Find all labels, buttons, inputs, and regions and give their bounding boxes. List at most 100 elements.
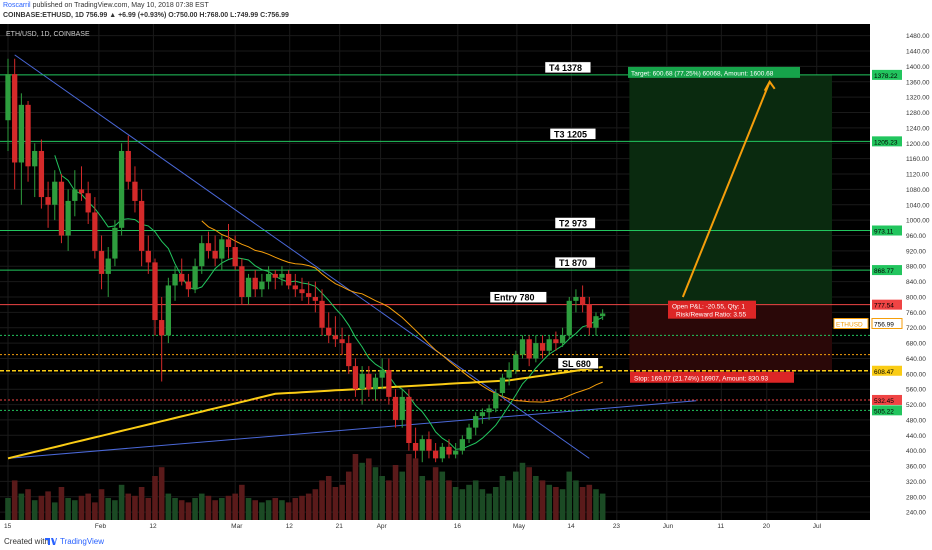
volume-bar bbox=[138, 487, 145, 520]
candle-body bbox=[306, 293, 312, 297]
candle-body bbox=[45, 197, 51, 205]
x-tick-label: 16 bbox=[454, 523, 462, 530]
volume-bar bbox=[172, 498, 178, 520]
candle-body bbox=[506, 369, 512, 378]
candle-body bbox=[265, 273, 272, 282]
y-tick-label: 1320.00 bbox=[906, 95, 930, 102]
volume-bar bbox=[546, 484, 552, 520]
price-tag bbox=[872, 265, 902, 276]
candle-body bbox=[18, 104, 25, 163]
candle-body bbox=[125, 150, 131, 182]
volume-bar bbox=[359, 462, 365, 520]
volume-bar bbox=[45, 491, 51, 520]
candle-body bbox=[446, 446, 452, 455]
candle-body bbox=[566, 300, 572, 336]
candle-body bbox=[192, 266, 198, 290]
candle-body bbox=[319, 300, 325, 328]
candle-body bbox=[85, 193, 91, 213]
volume-bar bbox=[339, 484, 345, 520]
x-tick-label: 12 bbox=[286, 523, 294, 530]
y-tick-label: 320.00 bbox=[906, 479, 926, 486]
author-link[interactable]: Roscarril bbox=[3, 2, 31, 9]
symbol-tag-label: ETHUSD bbox=[836, 321, 863, 328]
volume-bar bbox=[98, 489, 105, 520]
candle-body bbox=[219, 239, 225, 259]
volume-bar bbox=[299, 495, 305, 520]
candle-body bbox=[225, 239, 232, 248]
volume-bar bbox=[406, 454, 412, 520]
candle-body bbox=[399, 396, 405, 420]
volume-bar bbox=[399, 471, 405, 520]
candle-body bbox=[292, 285, 298, 290]
volume-bar bbox=[185, 502, 192, 520]
volume-bar bbox=[125, 493, 132, 520]
candle-body bbox=[92, 212, 98, 251]
y-tick-label: 280.00 bbox=[906, 494, 926, 501]
candle-body bbox=[245, 277, 252, 297]
time-axis-background bbox=[0, 520, 870, 532]
price-tag-label: 1205.23 bbox=[874, 139, 898, 146]
y-tick-label: 1360.00 bbox=[906, 79, 930, 86]
candle-body bbox=[205, 243, 212, 251]
level-label-box bbox=[554, 217, 596, 229]
volume-bar bbox=[593, 489, 599, 520]
candle-body bbox=[372, 377, 379, 390]
volume-bar bbox=[105, 498, 112, 520]
volume-bar bbox=[51, 502, 58, 520]
candle-body bbox=[299, 289, 305, 294]
candle-body bbox=[259, 281, 265, 290]
chart-title: ETH/USD, 1D, COINBASE bbox=[6, 31, 90, 38]
pl-info-box bbox=[668, 300, 756, 319]
candle-body bbox=[513, 354, 519, 370]
level-label: T2 973 bbox=[559, 219, 587, 229]
price-tag-label: 973.11 bbox=[874, 229, 894, 236]
volume-bar bbox=[325, 476, 332, 520]
candle-body bbox=[386, 369, 392, 397]
y-tick-label: 640.00 bbox=[906, 356, 926, 363]
ma-short-line bbox=[54, 155, 603, 450]
price-chart[interactable]: 1480.00 1440.00 1400.00 1360.00 1320.00 1280.… bbox=[0, 24, 932, 532]
volume-bar bbox=[312, 489, 319, 520]
volume-bar bbox=[466, 484, 472, 520]
candle-body bbox=[138, 200, 145, 251]
candle-body bbox=[539, 343, 546, 351]
candle-body bbox=[493, 393, 499, 409]
y-tick-label: 800.00 bbox=[906, 294, 926, 301]
price-tag bbox=[872, 225, 902, 236]
footer: Created with TradingView bbox=[0, 533, 932, 550]
y-tick-label: 1480.00 bbox=[906, 33, 930, 40]
y-tick-label: 1440.00 bbox=[906, 49, 930, 56]
candle-body bbox=[52, 181, 58, 205]
price-tag-label: 532.45 bbox=[874, 398, 894, 405]
candle-body bbox=[165, 285, 172, 336]
level-label: T4 1378 bbox=[549, 63, 582, 73]
volume-bar bbox=[305, 493, 312, 520]
volume-bar bbox=[18, 493, 25, 520]
candle-body bbox=[232, 247, 238, 267]
volume-bar bbox=[539, 480, 546, 520]
volume-bar bbox=[519, 462, 526, 520]
candle-body bbox=[326, 327, 332, 336]
volume-bar bbox=[158, 467, 165, 520]
volume-bar bbox=[472, 480, 479, 520]
candle-body bbox=[479, 412, 486, 417]
candle-body bbox=[72, 189, 78, 201]
tradingview-link[interactable]: TradingView bbox=[60, 537, 105, 546]
level-label-box bbox=[549, 128, 597, 140]
candle-body bbox=[212, 250, 218, 259]
candle-body bbox=[453, 450, 459, 455]
candle-body bbox=[406, 396, 412, 443]
level-label: T3 1205 bbox=[554, 129, 587, 139]
candle-body bbox=[38, 150, 45, 198]
volume-bar bbox=[25, 489, 31, 520]
volume-bar bbox=[513, 471, 519, 520]
y-tick-label: 440.00 bbox=[906, 433, 926, 440]
volume-bar bbox=[392, 465, 399, 520]
volume-bar bbox=[259, 502, 265, 520]
volume-bar bbox=[252, 500, 259, 520]
risk-reward-label: Risk/Reward Ratio: 3.55 bbox=[676, 312, 746, 319]
volume-bar bbox=[5, 498, 11, 520]
candle-body bbox=[466, 427, 472, 440]
candle-body bbox=[352, 366, 359, 390]
stop-info-box bbox=[630, 371, 794, 383]
